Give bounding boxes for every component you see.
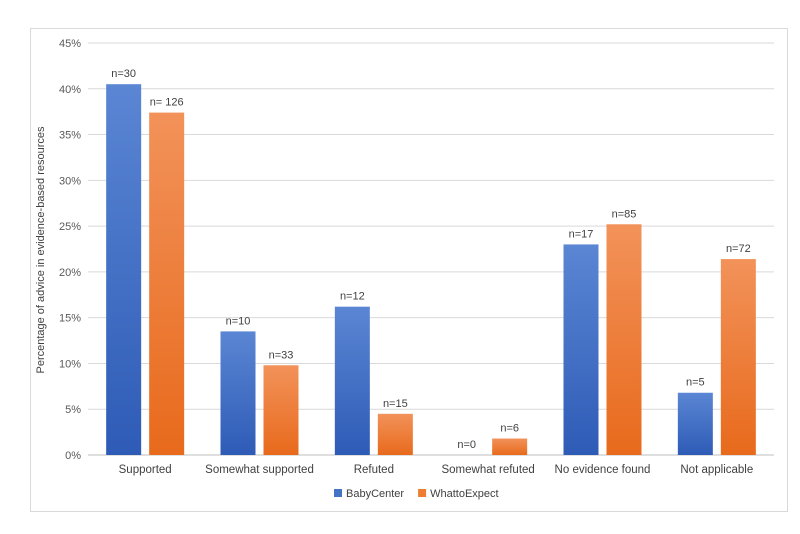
y-tick-label: 20% [59, 267, 81, 279]
data-label: n=10 [226, 315, 251, 327]
bar-whattoexpect [377, 413, 413, 455]
y-tick-label: 35% [59, 130, 81, 142]
legend: BabyCenter WhattoExpect [334, 488, 499, 500]
category-label: Supported [119, 464, 172, 476]
y-tick-label: 30% [59, 175, 81, 187]
data-label: n=33 [269, 349, 294, 361]
category-label: Refuted [354, 464, 394, 476]
y-tick-label: 45% [59, 38, 81, 50]
bar-whattoexpect [606, 224, 642, 455]
legend-label: WhattoExpect [430, 488, 498, 500]
data-labels: n=30 n= 126 n=10 n=33 n=12 n=15 n=0 n=6 n=17 n=85… [111, 68, 750, 451]
y-axis-ticks: 0% 5% 10% 15% 20% 25% 30% 35% 40% 45% [59, 38, 81, 462]
data-label: n=0 [457, 439, 476, 451]
gridlines [88, 42, 774, 456]
category-labels: Supported Somewhat supported Refuted Somewh… [119, 464, 754, 476]
y-tick-label: 10% [59, 358, 81, 370]
y-tick-label: 15% [59, 313, 81, 325]
category-label: Not applicable [680, 464, 753, 476]
bar-whattoexpect [492, 438, 528, 455]
category-label: Somewhat supported [205, 464, 314, 476]
bars [106, 84, 756, 456]
legend-label: BabyCenter [346, 488, 404, 500]
bar-babycenter [106, 84, 142, 455]
data-label: n=72 [726, 243, 751, 255]
bar-whattoexpect [149, 112, 185, 456]
category-label: Somewhat refuted [441, 464, 534, 476]
data-label: n=15 [383, 398, 408, 410]
bar-babycenter [334, 306, 370, 455]
data-label: n=30 [111, 68, 136, 80]
data-label: n=12 [340, 291, 365, 303]
data-label: n=6 [500, 423, 519, 435]
bar-babycenter [220, 331, 256, 455]
bar-whattoexpect [263, 365, 299, 455]
data-label: n=85 [612, 208, 637, 220]
y-tick-label: 0% [65, 450, 81, 462]
y-tick-label: 40% [59, 84, 81, 96]
bar-babycenter [563, 244, 599, 455]
y-tick-label: 25% [59, 221, 81, 233]
y-tick-label: 5% [65, 404, 81, 416]
legend-swatch [334, 489, 342, 497]
data-label: n=17 [569, 228, 594, 240]
data-label: n=5 [686, 377, 705, 389]
legend-swatch [418, 489, 427, 497]
bar-babycenter [677, 392, 713, 455]
y-axis-label: Percentage of advice in evidence-based r… [35, 126, 47, 374]
data-label: n= 126 [150, 97, 184, 109]
bar-whattoexpect [720, 259, 756, 455]
category-label: No evidence found [555, 464, 651, 476]
